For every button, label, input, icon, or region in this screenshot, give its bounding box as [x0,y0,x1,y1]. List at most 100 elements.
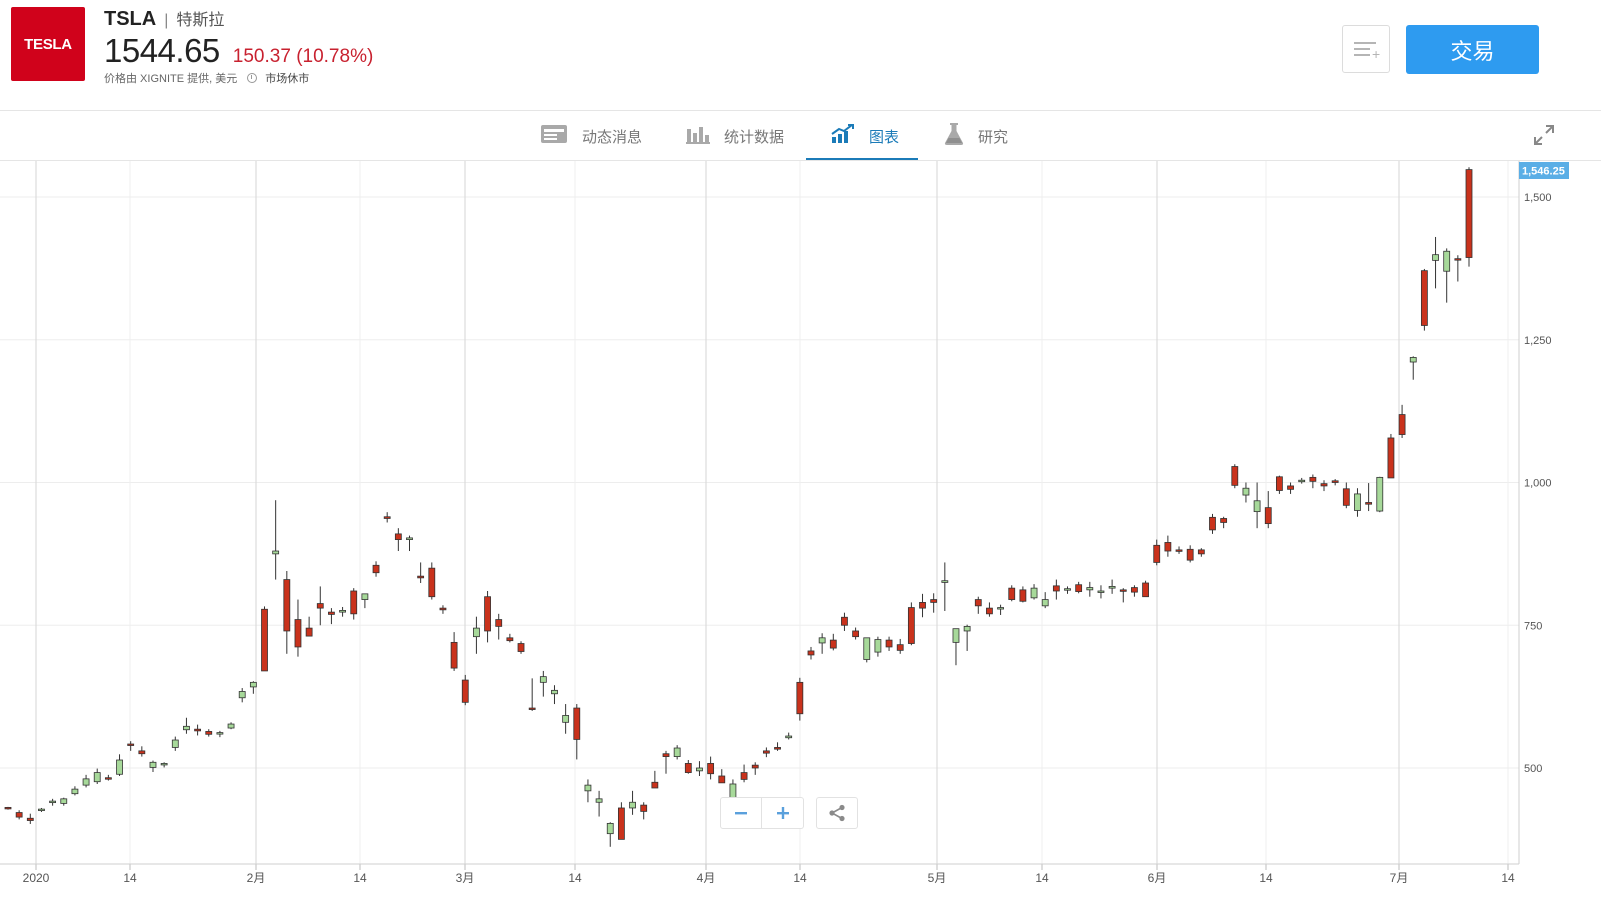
candle [829,633,837,651]
candle-body [896,644,904,651]
candle [1443,248,1451,303]
candle-body [707,763,715,775]
candle [495,613,503,640]
candle [93,768,101,784]
candle [651,770,659,789]
candle [1387,433,1395,479]
candle [104,774,112,781]
candle [1175,546,1183,554]
candle [751,762,759,775]
candle-body [696,767,703,772]
candle [506,633,514,643]
candle [1365,483,1373,512]
candle-body [1465,169,1473,258]
candle-body [361,593,369,600]
candle-body [461,679,469,703]
fullscreen-expand-icon[interactable] [1533,124,1555,146]
candle-body [785,735,793,739]
tesla-logo: TESLA [11,7,85,81]
candle [1298,477,1306,484]
clock-icon [247,73,258,83]
candle-body [640,804,648,812]
candle-body [484,596,491,632]
candle [573,704,581,760]
candle [952,628,960,666]
candle [461,674,469,706]
candle [216,730,224,738]
tab-news[interactable]: 动态消息 [540,111,642,161]
candle-body [138,750,146,755]
candle-body [662,753,670,757]
x-tick-label: 2020 [23,871,50,885]
candle-body [1153,544,1161,563]
share-button[interactable] [816,797,858,829]
candle-body [238,691,246,699]
candle [60,797,68,806]
candle [450,632,458,671]
candle [696,761,703,776]
candle [339,606,346,617]
candle-body [1242,487,1250,496]
candle-body [350,590,358,615]
candle [428,562,436,600]
candle [551,685,558,705]
y-tick-label: 1,250 [1524,335,1552,347]
trade-button[interactable]: 交易 [1406,25,1539,74]
candle [205,729,213,737]
bar-stats-icon [686,124,710,148]
candle-body [841,616,848,626]
candle [473,616,480,654]
candle [896,638,904,654]
x-tick-label: 14 [793,871,807,885]
candle-body [885,639,893,648]
candle-body [762,750,770,754]
candle-body [82,778,90,786]
candle-body [506,637,514,642]
candle [484,590,491,643]
candle-body [104,777,112,780]
candle [562,704,570,734]
tab-research[interactable]: 研究 [944,111,1008,161]
candle-body [1097,590,1105,593]
candle-body [629,801,636,809]
candle [1064,586,1071,594]
add-to-watchlist-button[interactable]: + [1342,25,1390,73]
candle [1331,479,1339,486]
candle [1432,236,1439,289]
tab-stats[interactable]: 统计数据 [686,111,784,161]
candle-body [1142,582,1149,598]
zoom-in-button[interactable] [762,797,804,829]
candle [15,810,23,820]
candle [38,807,45,812]
candle [528,678,536,711]
candle-body [863,637,871,660]
tab-chart[interactable]: 图表 [831,111,899,161]
candle-body [450,641,458,669]
chart-trend-icon [831,124,855,148]
candle [718,769,726,784]
price-chart[interactable]: 1,500 1,250 1,000 750 500 2020 14 2月 14 3月 14 4月 14… [0,161,1601,907]
candle [261,606,268,672]
x-tick-label: 14 [1035,871,1049,885]
candle-body [1186,548,1194,561]
candle [1142,580,1149,598]
candle [238,688,246,703]
zoom-out-button[interactable] [720,797,762,829]
candle-body [116,759,123,775]
candle [149,760,157,772]
x-tick-label: 2月 [247,871,266,885]
x-tick-label: 14 [568,871,582,885]
candle [1287,482,1294,494]
candle-body [539,676,547,683]
y-tick-label: 1,000 [1524,478,1552,490]
candle-body [1298,479,1306,483]
candle-body [15,812,23,818]
candle-body [294,619,302,648]
candle [1276,475,1283,494]
news-icon [540,123,568,149]
candle [774,742,781,751]
candle-body [1432,254,1439,261]
candle [595,790,603,817]
candle-body [907,607,915,644]
candle [841,612,848,631]
